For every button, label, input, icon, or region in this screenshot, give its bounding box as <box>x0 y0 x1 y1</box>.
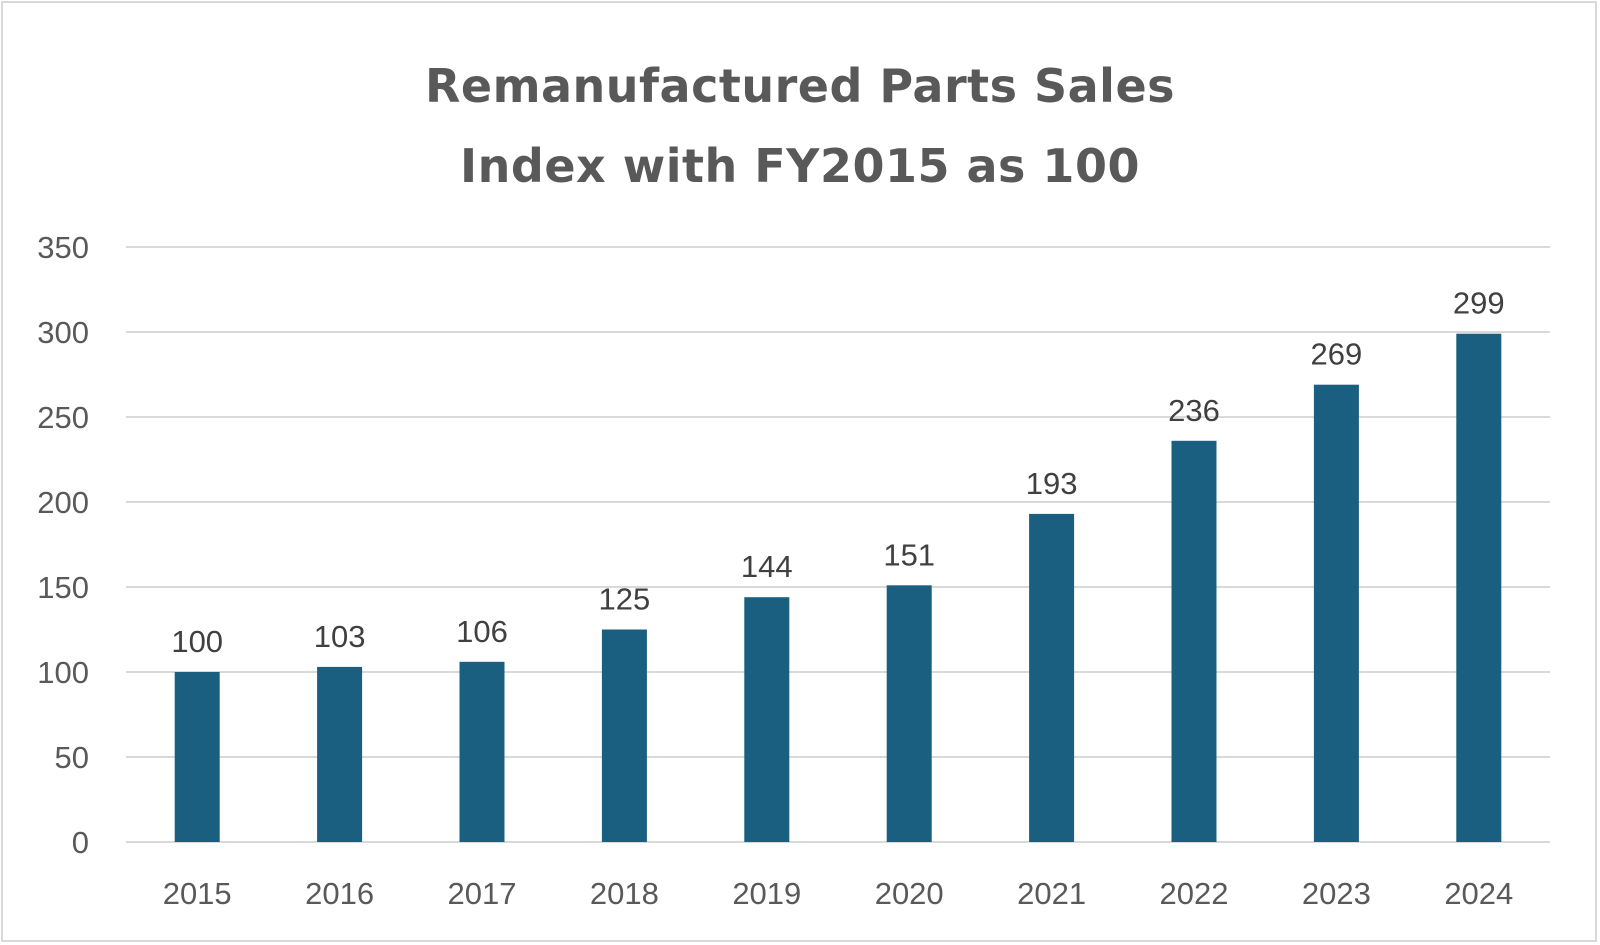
bar-2015 <box>174 672 220 842</box>
y-tick-label-300: 300 <box>37 315 89 350</box>
x-tick-label-2017: 2017 <box>448 876 517 911</box>
data-label-2019: 144 <box>741 549 793 584</box>
x-tick-label-2018: 2018 <box>590 876 659 911</box>
bar-2021 <box>1029 513 1075 842</box>
y-tick-label-200: 200 <box>37 485 89 520</box>
y-tick-label-100: 100 <box>37 655 89 690</box>
bar-2018 <box>601 629 647 842</box>
y-axis-tick-labels: 0 50 100 150 200 250 300 350 <box>37 230 89 860</box>
y-tick-label-350: 350 <box>37 230 89 265</box>
bar-2023 <box>1313 384 1359 842</box>
data-label-2023: 269 <box>1311 337 1363 372</box>
data-label-2017: 106 <box>456 614 508 649</box>
data-label-2022: 236 <box>1168 393 1220 428</box>
bar-2016 <box>317 666 363 842</box>
data-label-2016: 103 <box>314 619 366 654</box>
data-label-2020: 151 <box>883 537 935 572</box>
chart-title-line-1: Remanufactured Parts Sales <box>424 59 1176 113</box>
chart-title-line-2: Index with FY2015 as 100 <box>460 139 1140 193</box>
x-tick-label-2022: 2022 <box>1160 876 1229 911</box>
x-tick-label-2020: 2020 <box>875 876 944 911</box>
x-tick-label-2023: 2023 <box>1302 876 1371 911</box>
y-tick-label-150: 150 <box>37 570 89 605</box>
x-axis-tick-labels: 2015 2016 2017 2018 2019 2020 2021 2022 2023 2024 <box>163 876 1514 911</box>
gridlines <box>126 246 1550 843</box>
y-tick-label-0: 0 <box>72 825 89 860</box>
bar-2017 <box>459 661 505 842</box>
data-labels: 100 103 106 125 144 151 193 236 269 299 <box>171 286 1504 659</box>
chart-title: Remanufactured Parts Sales Index with FY… <box>0 46 1600 206</box>
bar-2020 <box>886 585 932 842</box>
data-label-2021: 193 <box>1026 466 1078 501</box>
bars <box>174 333 1502 842</box>
x-tick-label-2016: 2016 <box>305 876 374 911</box>
data-label-2015: 100 <box>171 624 223 659</box>
y-tick-label-50: 50 <box>55 740 89 775</box>
x-tick-label-2021: 2021 <box>1017 876 1086 911</box>
x-tick-label-2015: 2015 <box>163 876 232 911</box>
x-tick-label-2024: 2024 <box>1444 876 1513 911</box>
data-label-2024: 299 <box>1453 286 1505 321</box>
bar-2019 <box>744 597 790 842</box>
bar-2024 <box>1456 333 1502 842</box>
y-tick-label-250: 250 <box>37 400 89 435</box>
data-label-2018: 125 <box>599 582 651 617</box>
bar-2022 <box>1171 440 1217 842</box>
x-tick-label-2019: 2019 <box>732 876 801 911</box>
